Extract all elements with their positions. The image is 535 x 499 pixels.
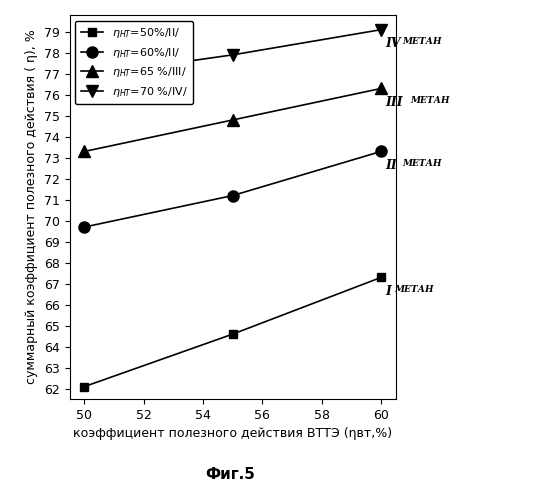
Text: III: III (386, 96, 403, 109)
Legend: $\eta_{НТ}$=50%/II/, $\eta_{НТ}$=60%/II/, $\eta_{НТ}$=65 %/III/, $\eta_{НТ}$=70 : $\eta_{НТ}$=50%/II/, $\eta_{НТ}$=60%/II/… (75, 20, 193, 104)
Y-axis label: суммарный коэффициент полезного действия ( η), %: суммарный коэффициент полезного действия… (25, 30, 39, 384)
Text: II: II (386, 159, 398, 172)
X-axis label: коэффициент полезного действия ВТТЭ (ηвт,%): коэффициент полезного действия ВТТЭ (ηвт… (73, 428, 392, 441)
Text: МЕТАН: МЕТАН (394, 285, 433, 294)
Text: МЕТАН: МЕТАН (402, 37, 441, 46)
Text: МЕТАН: МЕТАН (410, 96, 450, 105)
Text: I: I (386, 285, 392, 298)
Text: МЕТАН: МЕТАН (402, 159, 441, 168)
Text: IV: IV (386, 37, 401, 50)
Text: Фиг.5: Фиг.5 (205, 467, 255, 482)
